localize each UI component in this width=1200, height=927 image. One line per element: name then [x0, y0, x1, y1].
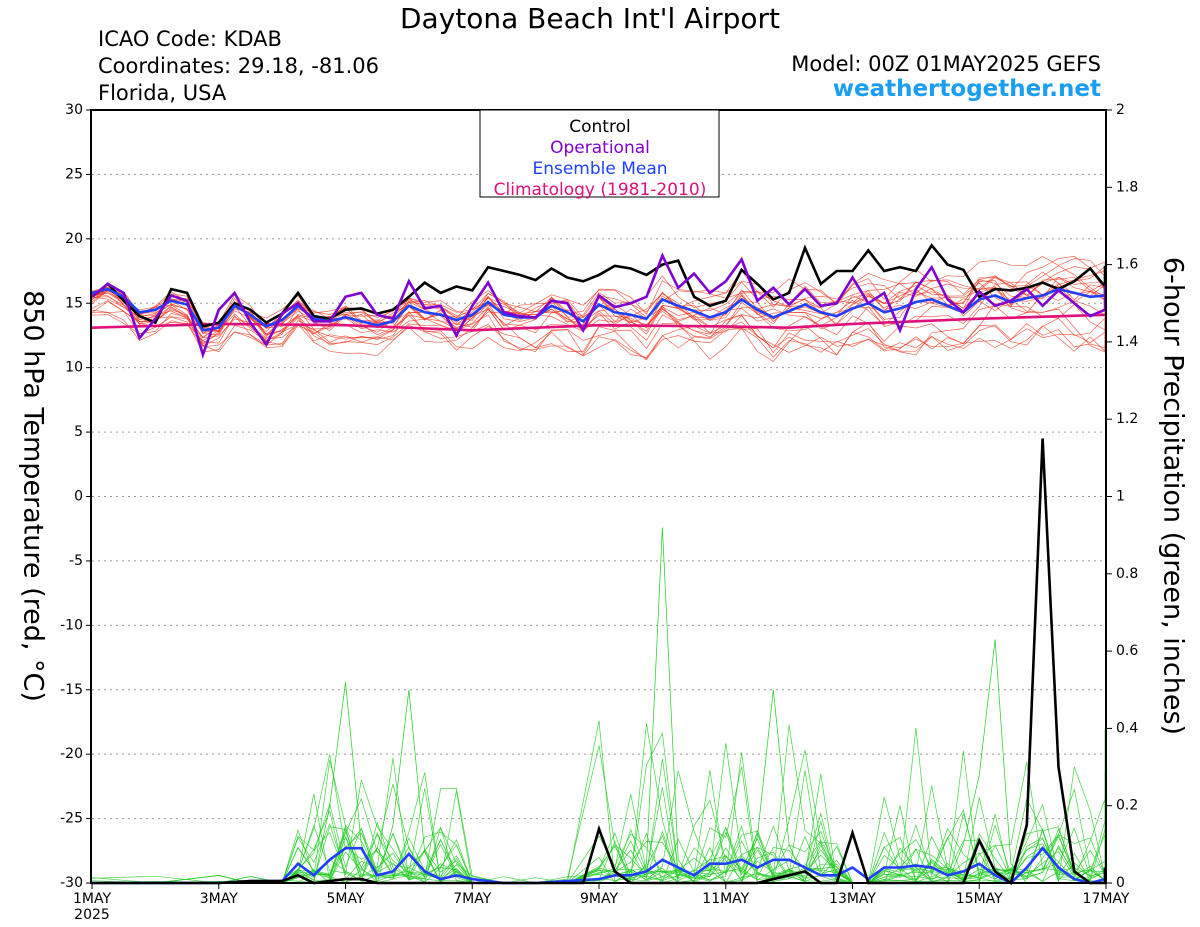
precipitation-member-line [92, 752, 1105, 883]
right-tick-label: 1.2 [1116, 411, 1138, 427]
right-tick-label: 1.4 [1116, 334, 1138, 350]
left-tick-label: -5 [69, 553, 83, 569]
left-axis-title: 850 hPa Temperature (red, °C) [18, 290, 49, 702]
x-tick-label: 17MAY [1083, 891, 1130, 907]
left-tick-label: 20 [65, 231, 83, 247]
right-tick-label: 1 [1116, 489, 1125, 505]
right-tick-label: 0.4 [1116, 720, 1138, 736]
right-tick-label: 0.2 [1116, 798, 1138, 814]
axes: 302520151050-5-10-15-20-25-3021.81.61.41… [60, 102, 1138, 923]
right-tick-label: 0 [1116, 875, 1125, 891]
right-tick-label: 0.8 [1116, 566, 1138, 582]
right-tick-label: 2 [1116, 102, 1125, 118]
precipitation-member-line [92, 751, 1105, 883]
right-axis-title: 6-hour Precipitation (green, inches) [1158, 257, 1189, 735]
left-tick-label: 10 [65, 360, 83, 376]
x-tick-label: 1MAY [73, 891, 111, 907]
x-tick-year-label: 2025 [74, 907, 110, 923]
left-tick-label: -25 [60, 811, 83, 827]
left-tick-label: 30 [65, 102, 83, 118]
left-tick-label: -30 [60, 875, 83, 891]
left-tick-label: -15 [60, 682, 83, 698]
left-tick-label: 0 [74, 489, 83, 505]
precipitation-member-line [92, 767, 1105, 883]
left-tick-label: -20 [60, 746, 83, 762]
x-tick-label: 3MAY [200, 891, 238, 907]
precipitation-member-line [631, 527, 694, 883]
control-precipitation-line [92, 439, 1105, 884]
left-tick-label: 25 [65, 166, 83, 182]
main-series-lines [92, 245, 1105, 883]
left-tick-label: 15 [65, 295, 83, 311]
right-tick-label: 1.8 [1116, 179, 1138, 195]
right-tick-label: 1.6 [1116, 257, 1138, 273]
legend-operational: Operational [550, 138, 650, 158]
x-tick-label: 9MAY [580, 891, 618, 907]
x-tick-label: 11MAY [702, 891, 749, 907]
left-tick-label: -10 [60, 617, 83, 633]
x-tick-label: 13MAY [829, 891, 876, 907]
x-tick-label: 5MAY [326, 891, 364, 907]
legend-ensemble-mean: Ensemble Mean [532, 159, 667, 179]
precipitation-member-line [92, 760, 1105, 883]
precipitation-member-line [92, 759, 1105, 883]
legend: Control Operational Ensemble Mean Climat… [480, 110, 719, 200]
left-tick-label: 5 [74, 424, 83, 440]
precipitation-member-line [742, 690, 805, 883]
legend-control: Control [569, 117, 630, 137]
right-tick-label: 0.6 [1116, 643, 1138, 659]
legend-climatology: Climatology (1981-2010) [494, 180, 707, 200]
x-tick-label: 7MAY [453, 891, 491, 907]
x-tick-label: 15MAY [956, 891, 1003, 907]
